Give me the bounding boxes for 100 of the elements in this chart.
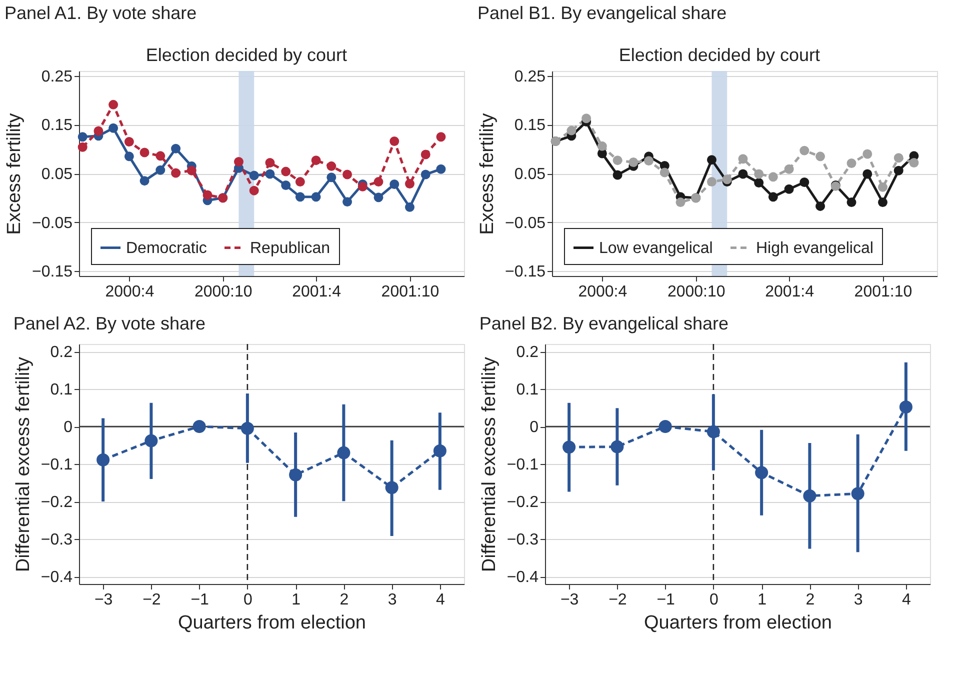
point — [800, 178, 810, 188]
point — [676, 198, 686, 208]
point — [404, 179, 414, 188]
y-axis-title: Excess fertility — [4, 112, 26, 235]
point — [803, 489, 816, 502]
point — [436, 164, 446, 174]
point — [899, 400, 912, 414]
point — [582, 114, 592, 124]
point — [816, 201, 826, 211]
point — [78, 142, 88, 152]
point — [612, 170, 622, 180]
point — [390, 180, 400, 189]
point — [295, 177, 305, 187]
y-tick-label: 0.2 — [516, 344, 539, 361]
y-tick-label: −0.2 — [506, 494, 539, 511]
point — [108, 100, 118, 110]
point — [894, 153, 904, 163]
point — [562, 440, 576, 454]
y-tick-label: 0.25 — [41, 68, 73, 86]
point — [628, 158, 638, 168]
x-tick-label: 1 — [758, 592, 767, 608]
y-tick-label: 0.1 — [50, 382, 73, 398]
x-tick-label: −1 — [190, 592, 210, 608]
point — [156, 165, 166, 175]
point — [404, 202, 414, 212]
point — [768, 192, 778, 202]
point — [862, 169, 872, 179]
point — [390, 136, 400, 146]
y-tick-label: −0.4 — [506, 569, 539, 586]
point — [144, 434, 158, 448]
point — [433, 444, 446, 458]
chart-title: Panel A2. By vote share — [13, 313, 206, 334]
chart-title: Panel A1. By vote share — [4, 3, 197, 23]
point — [706, 425, 720, 438]
point — [816, 152, 826, 162]
y-tick-label: −0.05 — [32, 214, 73, 232]
point — [374, 177, 384, 187]
point — [140, 148, 150, 158]
legend-label: High evangelical — [756, 240, 874, 257]
point — [265, 169, 275, 179]
point — [385, 481, 398, 494]
point — [846, 198, 856, 208]
point — [862, 149, 872, 159]
x-tick-label: 0 — [243, 592, 252, 608]
point — [140, 176, 150, 186]
point — [754, 178, 764, 188]
point — [342, 197, 352, 207]
point — [342, 170, 352, 180]
y-tick-label: 0 — [64, 419, 73, 436]
point — [612, 156, 622, 166]
x-tick-label: −2 — [142, 592, 161, 608]
point — [295, 192, 305, 202]
y-tick-label: 0.05 — [41, 166, 73, 183]
y-tick-label: 0.2 — [50, 344, 73, 361]
y-axis-title: Differential excess fertility — [12, 356, 34, 572]
x-tick-label: 3 — [388, 592, 397, 608]
y-axis-title: Excess fertility — [477, 112, 498, 235]
point — [436, 132, 446, 142]
point — [311, 156, 321, 166]
point — [722, 174, 732, 184]
point — [644, 156, 654, 166]
x-tick-label: 2000:4 — [578, 284, 628, 300]
point — [171, 168, 181, 178]
y-tick-label: −0.15 — [32, 264, 73, 281]
y-tick-label: 0.1 — [516, 382, 539, 398]
point — [249, 170, 259, 180]
x-tick-label: −3 — [560, 592, 579, 608]
point — [96, 453, 110, 466]
point — [108, 123, 118, 133]
point — [784, 184, 794, 194]
point — [658, 420, 672, 434]
point — [566, 126, 576, 136]
y-tick-label: −0.3 — [506, 532, 539, 548]
point — [755, 466, 768, 480]
point — [754, 169, 764, 179]
x-tick-label: 2001:4 — [292, 284, 342, 300]
x-tick-label: 3 — [854, 592, 863, 608]
point — [78, 132, 88, 142]
band-label: Election decided by court — [618, 45, 820, 65]
point — [281, 166, 291, 176]
x-tick-label: 2001:10 — [854, 284, 912, 300]
point — [706, 155, 716, 165]
point — [358, 182, 368, 192]
y-tick-label: −0.1 — [40, 456, 73, 474]
point — [326, 161, 336, 171]
point — [597, 141, 607, 151]
legend-label: Democratic — [126, 240, 207, 257]
point — [894, 166, 904, 176]
x-tick-label: 2000:10 — [667, 284, 726, 300]
point — [738, 154, 748, 164]
point — [784, 164, 794, 174]
y-tick-label: −0.1 — [506, 456, 539, 474]
point — [878, 198, 888, 208]
point — [851, 487, 864, 500]
y-tick-label: −0.2 — [40, 494, 73, 511]
x-tick-label: 2000:10 — [194, 284, 252, 300]
y-tick-label: 0 — [530, 419, 539, 436]
x-tick-label: 2001:10 — [381, 284, 440, 300]
y-tick-label: −0.3 — [40, 532, 73, 548]
point — [124, 137, 134, 147]
